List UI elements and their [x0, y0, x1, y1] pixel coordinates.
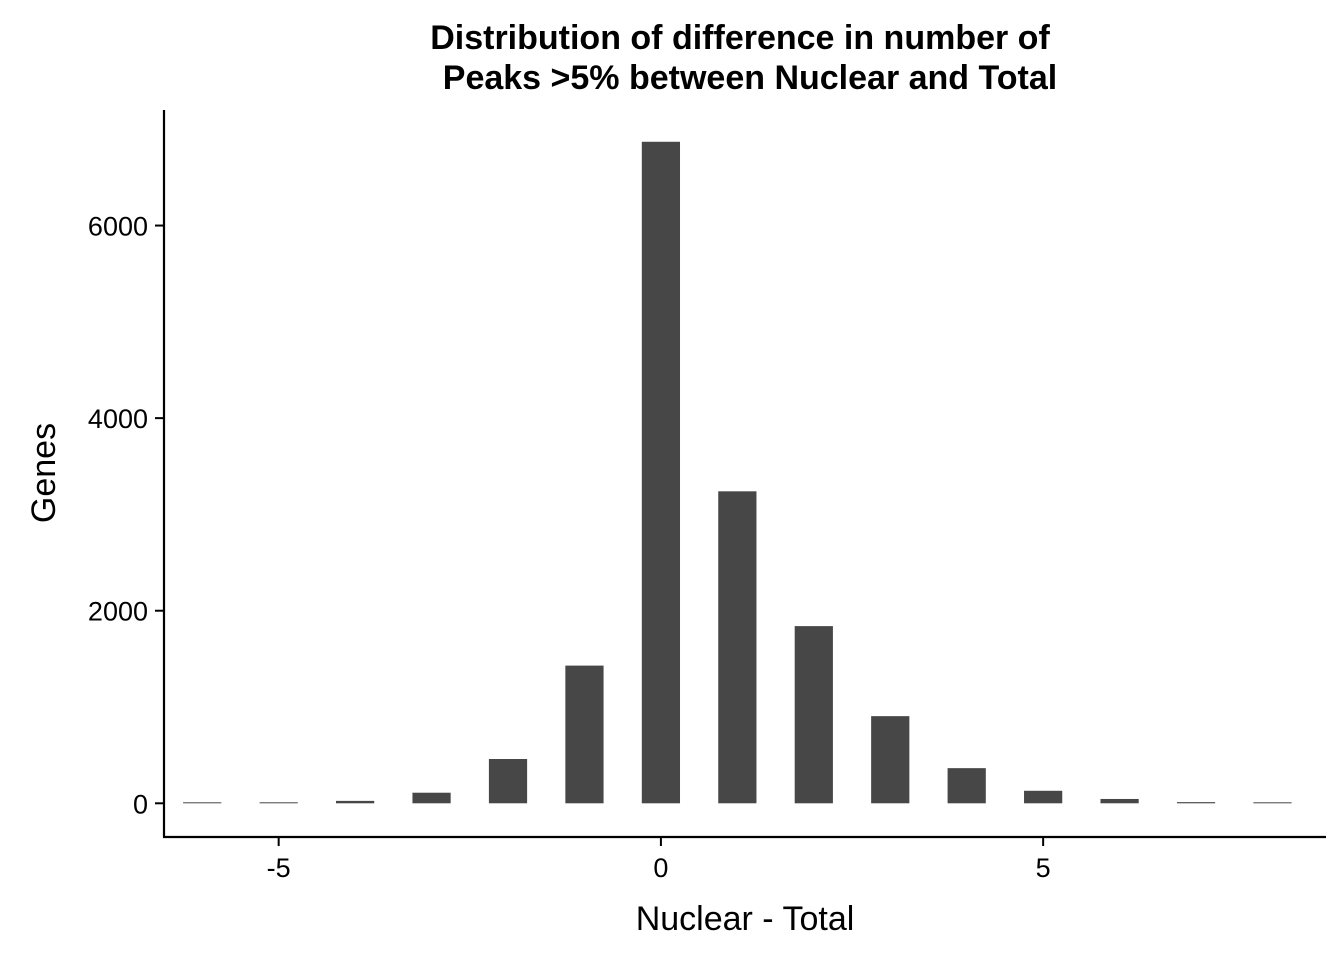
bar--2 [488, 759, 528, 804]
bar--1 [565, 665, 604, 804]
x-axis-label: Nuclear - Total [636, 900, 855, 938]
y-tick-label: 2000 [88, 597, 148, 627]
bar-3 [871, 716, 910, 804]
bar--4 [336, 800, 375, 804]
x-ticks-group: -5 0 5 [267, 837, 1051, 883]
bar-0 [641, 141, 681, 804]
y-tick-label: 4000 [88, 404, 148, 434]
bars-group [183, 141, 1292, 804]
y-ticks-group: 0 2000 4000 6000 [88, 212, 164, 819]
chart-title-line-2: Peaks >5% between Nuclear and Total [443, 59, 1057, 97]
bar-4 [947, 768, 986, 804]
bar--3 [412, 792, 451, 804]
bar-5 [1024, 790, 1063, 804]
x-tick-label: 5 [1036, 853, 1051, 883]
bar-1 [718, 491, 757, 804]
y-tick-label: 6000 [88, 212, 148, 242]
bar-2 [794, 626, 833, 804]
bar-8 [1253, 802, 1292, 804]
x-tick-label: 0 [653, 853, 668, 883]
chart-title-line-1: Distribution of difference in number of [430, 19, 1050, 57]
bar-6 [1100, 798, 1139, 804]
bar--5 [259, 802, 298, 804]
y-tick-label: 0 [133, 789, 148, 819]
bar--6 [183, 802, 222, 804]
y-axis-label: Genes [25, 423, 63, 523]
x-tick-label: -5 [267, 853, 291, 883]
bar-7 [1176, 802, 1216, 804]
